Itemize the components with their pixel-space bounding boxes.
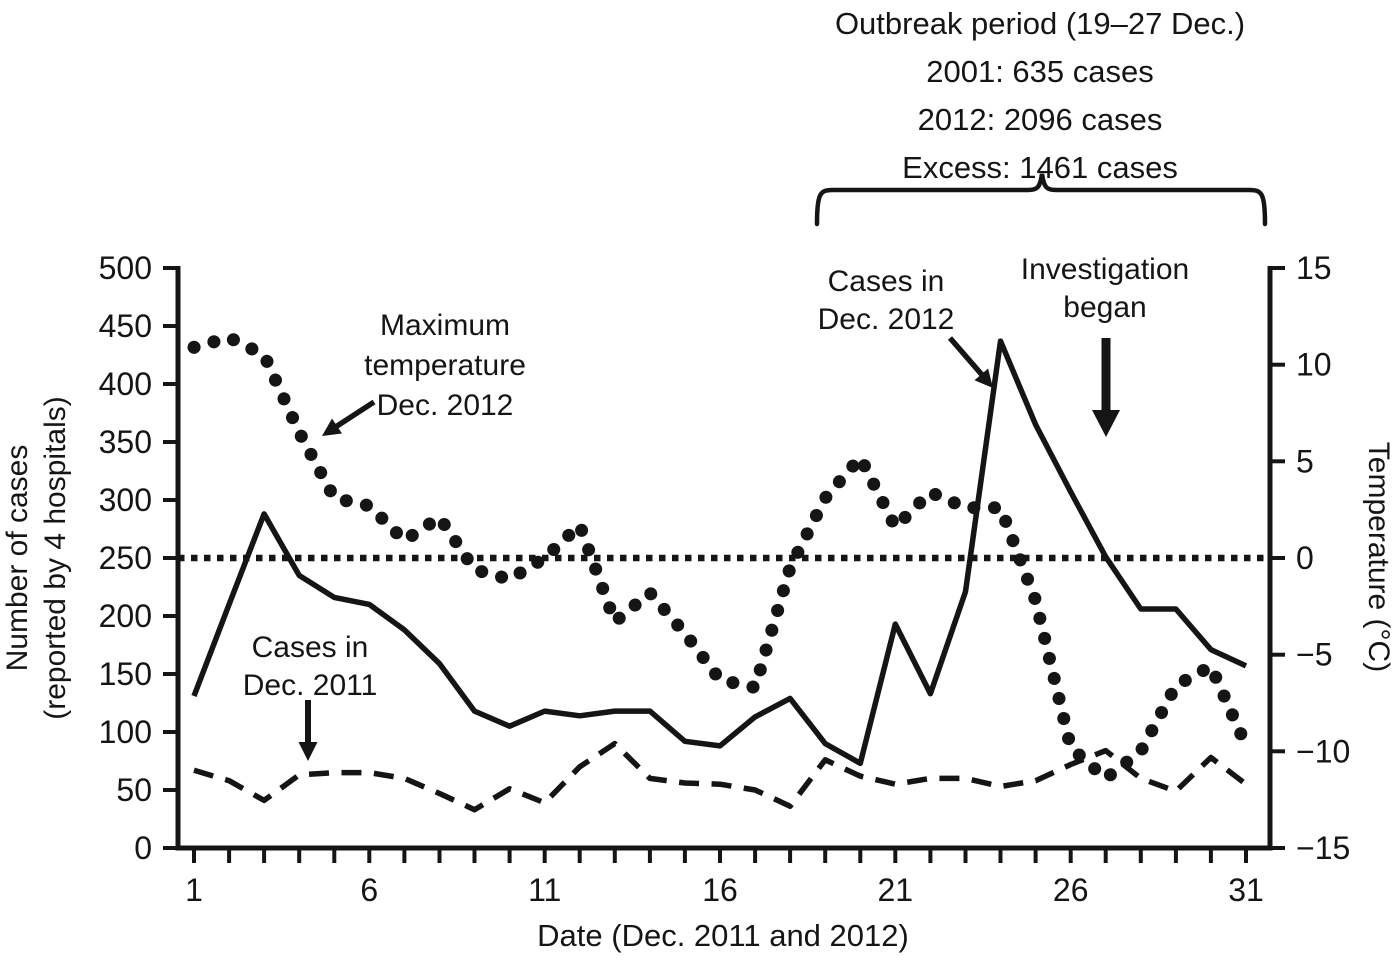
y-left-tick-label: 500	[99, 250, 152, 286]
x-tick-label: 26	[1053, 872, 1089, 908]
y-right-tick-label: −10	[1296, 733, 1350, 769]
x-tick-label: 21	[878, 872, 914, 908]
y-right-tick-label: 0	[1296, 540, 1314, 576]
x-tick-label: 6	[360, 872, 378, 908]
y-left-tick-label: 0	[134, 830, 152, 866]
outbreak-note-line: 2012: 2096 cases	[917, 102, 1163, 137]
y-left-tick-label: 450	[99, 308, 152, 344]
cases-2012-line	[191, 338, 1248, 767]
x-tick-label: 11	[528, 872, 561, 908]
cases-2012-arrow	[947, 336, 993, 388]
y-left-tick-label: 50	[116, 772, 152, 808]
label-line: Dec. 2012	[817, 303, 955, 336]
x-tick-label: 31	[1228, 872, 1264, 908]
arrow-head-icon	[322, 418, 342, 436]
y-right-tick-label: −15	[1296, 830, 1350, 866]
label-line: Dec. 2011	[242, 669, 378, 702]
outbreak-bracket	[814, 173, 1268, 227]
y-left-tick-label: 250	[99, 540, 152, 576]
x-tick-label: 1	[185, 872, 203, 908]
cases-2011-arrow	[298, 700, 318, 761]
label-line: Cases in	[827, 265, 945, 298]
y-right-tick-label: 15	[1296, 250, 1332, 286]
label-line: (reported by 4 hospitals)	[39, 396, 72, 720]
arrow-head-icon	[974, 368, 993, 388]
y-left-tick-label: 100	[99, 714, 152, 750]
arrow-head-icon	[298, 742, 318, 761]
investigation-arrow	[1092, 338, 1120, 437]
y-left-tick-label: 200	[99, 598, 152, 634]
y-left-axis-title: Number of cases (reported by 4 hospitals…	[0, 278, 75, 838]
label-line: Dec. 2012	[376, 389, 514, 422]
outbreak-summary-note: Outbreak period (19–27 Dec.) 2001: 635 c…	[740, 0, 1340, 192]
y-right-ticks: 15 10 5 0 −5 −10 −15	[1270, 250, 1350, 866]
outbreak-note-line: Outbreak period (19–27 Dec.)	[834, 6, 1246, 41]
label-line: Maximum	[379, 309, 510, 342]
outbreak-note-line: Excess: 1461 cases	[902, 150, 1178, 185]
investigation-began-label: Investigation began	[955, 251, 1255, 327]
y-left-tick-label: 300	[99, 482, 152, 518]
cases-2011-line	[193, 740, 1248, 813]
x-tick-label: 16	[702, 872, 738, 908]
y-left-tick-label: 400	[99, 366, 152, 402]
x-axis-title: Date (Dec. 2011 and 2012)	[537, 918, 909, 953]
y-right-tick-label: 5	[1296, 443, 1314, 479]
max-temperature-line	[187, 331, 1253, 785]
label-line: began	[1063, 291, 1147, 324]
arrow-head-icon	[1092, 410, 1120, 437]
y-right-tick-label: −5	[1296, 637, 1332, 673]
x-ticks: 1 6 11 16 21 26 31	[185, 848, 1264, 908]
y-left-tick-label: 350	[99, 424, 152, 460]
max-temp-arrow	[322, 399, 376, 436]
label-line: Investigation	[1020, 253, 1190, 286]
cases-2012-series-label: Cases in Dec. 2012	[736, 263, 1036, 339]
label-line: temperature	[364, 349, 526, 382]
max-temperature-series-label: Maximum temperature Dec. 2012	[295, 306, 595, 426]
label-line: Number of cases	[1, 444, 34, 672]
outbreak-note-line: 2001: 635 cases	[926, 54, 1154, 89]
cases-2011-series-label: Cases in Dec. 2011	[160, 629, 460, 705]
label-line: Cases in	[251, 631, 369, 664]
y-left-tick-label: 150	[99, 656, 152, 692]
y-right-tick-label: 10	[1296, 347, 1332, 383]
y-right-axis-title: Temperature (°C)	[1362, 441, 1395, 673]
